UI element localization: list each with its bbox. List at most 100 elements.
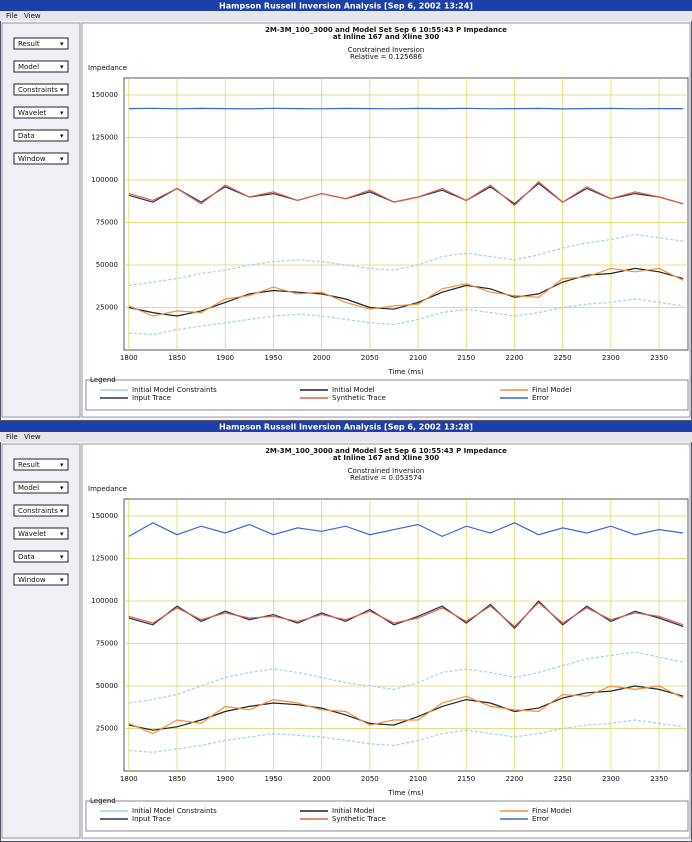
panel-button[interactable] [13, 527, 69, 540]
button-arrow: ▾ [60, 86, 64, 94]
panel-button[interactable] [13, 60, 69, 73]
panel-button-label[interactable]: Constraints [18, 86, 58, 94]
legend-title: Legend [90, 376, 116, 384]
x-tick-label: 2350 [650, 354, 668, 362]
panel-button[interactable] [13, 129, 69, 142]
y-tick-label: 125000 [91, 134, 118, 142]
panel-button-label[interactable]: Result [18, 461, 40, 469]
button-arrow: ▾ [60, 155, 64, 163]
x-tick-label: 2150 [457, 775, 475, 783]
y-tick-label: 75000 [96, 219, 118, 227]
button-arrow: ▾ [60, 132, 64, 140]
y-tick-label: 150000 [91, 91, 118, 99]
panel-button-label[interactable]: Data [18, 553, 35, 561]
panel-button-label[interactable]: Wavelet [18, 109, 46, 117]
panel-button-label[interactable]: Model [18, 484, 39, 492]
x-tick-label: 2350 [650, 775, 668, 783]
series-line [128, 107, 684, 110]
x-tick-label: 2100 [409, 775, 427, 783]
x-tick-label: 2300 [602, 775, 620, 783]
y-axis-label: Impedance [88, 64, 127, 72]
series-line [128, 601, 684, 628]
series-line [128, 180, 684, 207]
panel-button[interactable] [13, 481, 69, 494]
chart-title: 2M-3M_100_3000 and Model Set Sep 6 10:55… [265, 26, 507, 34]
window-title: Hampson Russell Inversion Analysis [Sep … [219, 2, 473, 11]
series-line [128, 298, 684, 336]
legend-title: Legend [90, 797, 116, 805]
chart-title: at Inline 167 and Xline 300 [333, 33, 439, 41]
series-line [128, 685, 684, 735]
panel-button-label[interactable]: Wavelet [18, 530, 46, 538]
panel-button-label[interactable]: Result [18, 40, 40, 48]
legend-box [85, 379, 689, 411]
x-tick-label: 1800 [120, 775, 138, 783]
series-line [128, 267, 684, 317]
button-arrow: ▾ [60, 576, 64, 584]
panel-button[interactable] [13, 550, 69, 563]
menu-bar [0, 432, 692, 442]
y-tick-label: 125000 [91, 555, 118, 563]
y-tick-label: 150000 [91, 512, 118, 520]
button-arrow: ▾ [60, 461, 64, 469]
panel-button[interactable] [13, 573, 69, 586]
button-arrow: ▾ [60, 109, 64, 117]
legend-label: Error [532, 394, 549, 402]
x-tick-label: 1950 [265, 775, 283, 783]
panel-button[interactable] [13, 37, 69, 50]
button-arrow: ▾ [60, 63, 64, 71]
x-tick-label: 2200 [506, 354, 524, 362]
plot-area [123, 77, 689, 351]
menu-item[interactable]: File [6, 12, 18, 20]
series-line [128, 522, 684, 538]
button-arrow: ▾ [60, 40, 64, 48]
y-tick-label: 25000 [96, 725, 118, 733]
legend-label: Input Trace [132, 815, 171, 823]
panel-button-label[interactable]: Model [18, 63, 39, 71]
chart-title: at Inline 167 and Xline 300 [333, 454, 439, 462]
panel-button[interactable] [13, 458, 69, 471]
chart-subtitle: Constrained Inversion [348, 46, 425, 54]
x-tick-label: 2050 [361, 354, 379, 362]
legend-label: Synthetic Trace [332, 394, 386, 402]
side-panel [1, 22, 81, 418]
menu-item[interactable]: View [24, 12, 41, 20]
legend-label: Input Trace [132, 394, 171, 402]
panel-button-label[interactable]: Window [18, 576, 46, 584]
legend-box [85, 800, 689, 832]
x-tick-label: 1800 [120, 354, 138, 362]
y-tick-label: 75000 [96, 640, 118, 648]
x-tick-label: 2150 [457, 354, 475, 362]
y-tick-label: 100000 [91, 176, 118, 184]
title-bar [0, 0, 692, 11]
legend-label: Initial Model [332, 807, 375, 815]
plot-area [123, 498, 689, 772]
x-tick-label: 2000 [313, 354, 331, 362]
y-tick-label: 100000 [91, 597, 118, 605]
panel-button[interactable] [13, 106, 69, 119]
y-tick-label: 25000 [96, 304, 118, 312]
menu-item[interactable]: View [24, 433, 41, 441]
menu-item[interactable]: File [6, 433, 18, 441]
x-tick-label: 1850 [168, 354, 186, 362]
legend-label: Final Model [532, 386, 571, 394]
panel-button[interactable] [13, 152, 69, 165]
legend-label: Initial Model [332, 386, 375, 394]
side-panel [1, 443, 81, 839]
chart-annotation: Relative = 0.053574 [350, 474, 422, 482]
chart-annotation: Relative = 0.125686 [350, 53, 422, 61]
button-arrow: ▾ [60, 484, 64, 492]
panel-button[interactable] [13, 504, 69, 517]
button-arrow: ▾ [60, 553, 64, 561]
panel-button-label[interactable]: Window [18, 155, 46, 163]
panel-button-label[interactable]: Data [18, 132, 35, 140]
panel-button-label[interactable]: Constraints [18, 507, 58, 515]
series-line [128, 719, 684, 753]
button-arrow: ▾ [60, 507, 64, 515]
legend-label: Synthetic Trace [332, 815, 386, 823]
x-tick-label: 2000 [313, 775, 331, 783]
panel-button[interactable] [13, 83, 69, 96]
y-tick-label: 50000 [96, 682, 118, 690]
button-arrow: ▾ [60, 530, 64, 538]
